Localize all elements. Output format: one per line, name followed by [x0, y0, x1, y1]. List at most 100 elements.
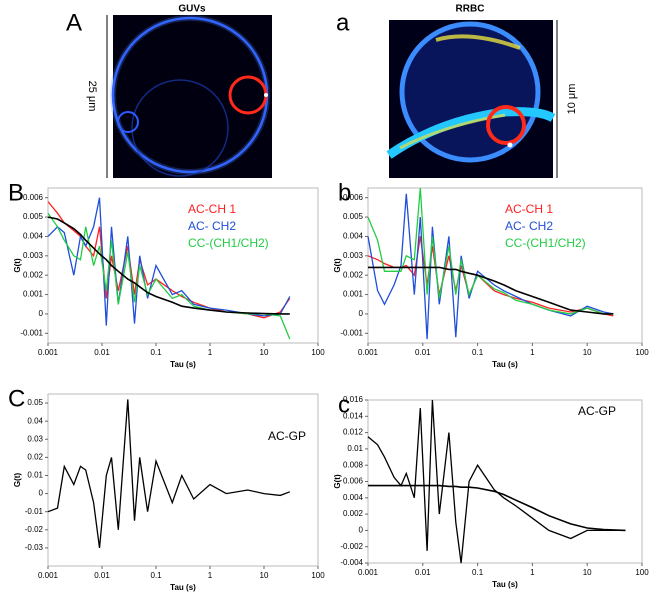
y-axis-label: G(t) — [333, 474, 342, 489]
plot-frame — [47, 187, 319, 344]
x-tick-label: 0.1 — [150, 348, 162, 357]
y-axis-label: G(t) — [13, 258, 22, 273]
data-line — [367, 187, 614, 315]
x-tick-label: 1 — [208, 348, 213, 357]
y-tick-label: 0.001 — [343, 290, 364, 299]
x-tick-label: 10 — [260, 571, 269, 580]
panel-label: B — [8, 179, 24, 206]
y-tick-label: 0.01 — [27, 471, 43, 480]
x-tick-label: 0.1 — [150, 571, 162, 580]
panel-label: b — [338, 179, 351, 206]
x-tick-label: 0.1 — [472, 568, 484, 577]
y-tick-label: -0.001 — [20, 328, 43, 337]
x-tick-label: 1 — [530, 568, 535, 577]
y-tick-label: 0.004 — [343, 493, 364, 502]
scale-label: 10 μm — [566, 84, 578, 115]
y-tick-label: -0.03 — [25, 543, 44, 552]
y-tick-label: 0 — [359, 526, 364, 535]
legend-entry: AC-CH 1 — [505, 202, 553, 216]
y-tick-label: 0.006 — [23, 193, 44, 202]
x-tick-label: 0.01 — [94, 348, 110, 357]
x-axis-label: Tau (s) — [492, 360, 518, 369]
y-axis-label: G(t) — [333, 258, 342, 273]
data-line — [47, 212, 291, 340]
x-tick-label: 100 — [311, 571, 325, 580]
y-tick-label: 0.001 — [23, 290, 44, 299]
y-tick-label: 0.02 — [27, 452, 43, 461]
y-tick-label: -0.002 — [340, 542, 363, 551]
y-tick-label: 0.01 — [347, 444, 363, 453]
y-tick-label: 0 — [39, 489, 44, 498]
x-tick-label: 0.01 — [415, 568, 431, 577]
legend-entry: CC-(CH1/CH2) — [188, 236, 269, 250]
image-title: GUVs — [178, 4, 206, 15]
x-tick-label: 0.001 — [38, 571, 59, 580]
y-tick-label: 0.003 — [23, 251, 44, 260]
y-tick-label: 0.003 — [343, 251, 364, 260]
y-tick-label: 0.012 — [343, 428, 364, 437]
y-axis-label: G(t) — [13, 473, 22, 488]
legend-entry: AC- CH2 — [188, 219, 236, 233]
data-line — [367, 399, 626, 564]
y-tick-label: 0.008 — [343, 460, 364, 469]
x-tick-label: 1 — [208, 571, 213, 580]
scale-label: 25 μm — [86, 81, 98, 112]
y-tick-label: 0.006 — [343, 477, 364, 486]
x-tick-label: 10 — [583, 348, 592, 357]
image-title: RRBC — [456, 4, 485, 15]
data-line — [47, 399, 291, 548]
data-line — [368, 484, 626, 532]
plot-frame — [367, 187, 643, 344]
y-tick-label: 0 — [39, 309, 44, 318]
data-line — [47, 216, 290, 315]
x-tick-label: 0.001 — [358, 348, 379, 357]
y-tick-label: 0.03 — [27, 434, 43, 443]
legend-entry: CC-(CH1/CH2) — [505, 236, 586, 250]
data-line — [47, 197, 291, 326]
y-tick-label: 0.005 — [23, 212, 44, 221]
micrograph — [110, 15, 272, 178]
y-tick-label: 0.004 — [23, 232, 44, 241]
x-tick-label: 1 — [530, 348, 535, 357]
x-tick-label: 100 — [635, 348, 649, 357]
charts: B -0.001 0 0.001 0.002 0.003 0.004 0.005 0.006 0.… — [8, 179, 649, 592]
x-tick-label: 0.01 — [415, 348, 431, 357]
panel-label: A — [66, 9, 82, 36]
y-tick-label: -0.004 — [340, 558, 363, 567]
y-tick-label: 0.006 — [343, 193, 364, 202]
y-tick-label: -0.001 — [340, 328, 363, 337]
plot-frame — [47, 393, 319, 567]
x-tick-label: 0.1 — [472, 348, 484, 357]
y-tick-label: 0.004 — [343, 232, 364, 241]
x-tick-label: 100 — [311, 348, 325, 357]
y-tick-label: 0.005 — [343, 212, 364, 221]
y-tick-label: 0 — [359, 309, 364, 318]
x-tick-label: 0.01 — [94, 571, 110, 580]
y-tick-label: 0.04 — [27, 416, 43, 425]
data-line — [368, 266, 614, 315]
y-tick-label: 0.002 — [343, 270, 364, 279]
legend-entry: AC-GP — [578, 404, 616, 418]
x-axis-label: Tau (s) — [492, 580, 518, 589]
legend-entry: AC-CH 1 — [188, 202, 236, 216]
legend-entry: AC- CH2 — [505, 219, 553, 233]
y-tick-label: 0.002 — [343, 509, 364, 518]
x-axis-label: Tau (s) — [170, 360, 196, 369]
y-tick-label: -0.02 — [25, 525, 44, 534]
x-tick-label: 10 — [583, 568, 592, 577]
panel-label: C — [8, 385, 25, 412]
y-tick-label: 0.014 — [343, 411, 364, 420]
x-tick-label: 0.001 — [38, 348, 59, 357]
legend-entry: AC-GP — [268, 429, 306, 443]
panel-label: a — [336, 9, 350, 36]
y-tick-label: -0.01 — [25, 507, 44, 516]
x-tick-label: 10 — [260, 348, 269, 357]
y-tick-label: 0.05 — [27, 398, 43, 407]
y-tick-label: 0.016 — [343, 395, 364, 404]
x-axis-label: Tau (s) — [170, 583, 196, 592]
y-tick-label: 0.002 — [23, 270, 44, 279]
x-tick-label: 100 — [635, 568, 649, 577]
micrograph — [386, 20, 556, 178]
panel-label: c — [338, 391, 350, 418]
